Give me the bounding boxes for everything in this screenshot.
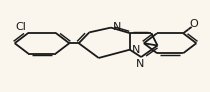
Text: N: N [132,45,140,55]
Text: O: O [189,19,198,29]
Text: N: N [136,59,144,69]
Text: N: N [113,22,121,32]
Text: Cl: Cl [15,22,26,31]
